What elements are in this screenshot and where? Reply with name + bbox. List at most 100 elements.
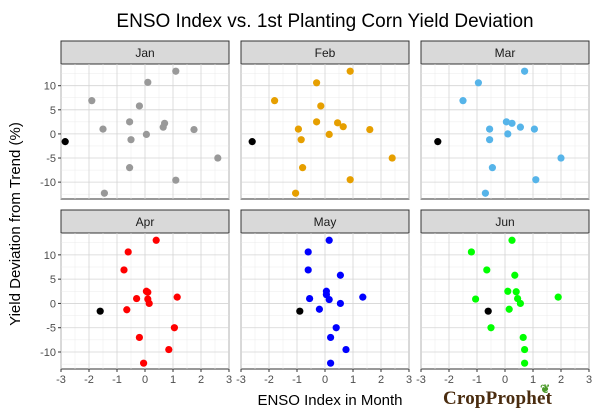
x-tick-label: 1 [170,374,176,386]
y-axis-label: Yield Deviation from Trend (%) [7,122,24,326]
data-point [170,324,178,332]
data-point [313,79,321,87]
data-point [133,294,141,303]
data-point [557,154,565,162]
y-tick-label: 10 [44,250,56,262]
data-point [88,97,96,105]
data-point [152,236,160,244]
data-point [508,119,516,127]
data-point [487,324,495,332]
data-point [124,248,132,256]
data-point [99,125,107,133]
data-point [135,102,143,110]
y-tick-label: -5 [46,153,56,165]
data-point [123,306,131,314]
highlight-point [296,307,304,315]
data-point [145,299,153,308]
data-point [304,266,312,274]
x-tick-label: -2 [264,374,274,386]
data-point [297,136,305,144]
data-point [165,345,173,354]
x-axis-label: ENSO Index in Month [257,392,402,409]
data-point [336,271,344,279]
data-point [532,176,540,184]
y-tick-label: 0 [50,129,56,141]
data-point [472,295,480,303]
x-tick-label: -2 [84,374,94,386]
data-point [271,97,279,105]
x-tick-label: 3 [586,374,592,386]
data-point [127,136,135,144]
data-point [516,123,525,131]
data-point [508,236,516,244]
data-point [292,189,300,197]
highlight-point [484,307,492,315]
data-point [519,333,527,342]
x-tick-label: 2 [378,374,384,386]
data-point [142,130,150,138]
facet-jan: Jan -10 -5 0 5 10 [40,40,230,200]
data-point [327,333,335,342]
y-tick-label: -5 [46,323,56,335]
facet-may: May -3 -2 -1 0 1 2 3 [236,209,412,386]
data-point [313,118,321,126]
facet-strip-label: Jun [495,215,514,229]
leaf-icon: ❦ [540,382,551,396]
data-point [488,164,496,172]
data-point [172,176,180,184]
data-point [521,67,529,75]
x-tick-label: 2 [198,374,204,386]
x-tick-label: -1 [292,374,302,386]
data-point [512,288,520,296]
y-tick-label: 5 [50,274,56,286]
facet-strip-label: May [314,215,337,229]
data-point [388,154,396,162]
x-tick-label: 3 [226,374,232,386]
data-point [214,154,222,162]
x-tick-label: -1 [472,374,482,386]
data-point [325,236,333,244]
y-tick-label: -10 [40,177,56,189]
data-point [366,125,374,134]
data-point [126,164,134,172]
facet-strip-label: Jan [135,46,154,60]
cropprophet-logo: CropProphet❦ [443,382,573,414]
data-point [317,102,325,110]
data-point [304,248,312,256]
x-tick-label: 1 [350,374,356,386]
data-point [474,79,482,87]
data-point [161,119,169,127]
data-point [346,176,354,184]
x-tick-label: -3 [56,374,66,386]
data-point [486,125,494,133]
x-tick-label: 2 [558,374,564,386]
highlight-point [61,138,69,146]
data-point [100,189,108,197]
data-point [299,164,307,172]
data-point [504,287,512,295]
x-tick-label: -1 [112,374,122,386]
data-point [306,294,314,303]
data-point [315,305,323,313]
highlight-point [96,307,104,315]
data-point [325,295,333,304]
x-tick-label: -2 [444,374,454,386]
data-point [120,266,128,274]
facet-strip-label: Apr [136,215,155,229]
data-point [554,293,562,301]
data-point [140,359,148,367]
y-tick-label: 5 [50,105,56,117]
data-point [521,359,529,367]
data-point [190,125,198,134]
data-point [486,136,494,144]
x-tick-label: -3 [416,374,426,386]
chart-title: ENSO Index vs. 1st Planting Corn Yield D… [116,11,533,32]
data-point [505,305,513,313]
highlight-point [248,138,256,146]
facet-feb: Feb [240,40,410,200]
data-point [502,118,510,126]
data-point [172,67,180,75]
data-point [459,97,467,105]
